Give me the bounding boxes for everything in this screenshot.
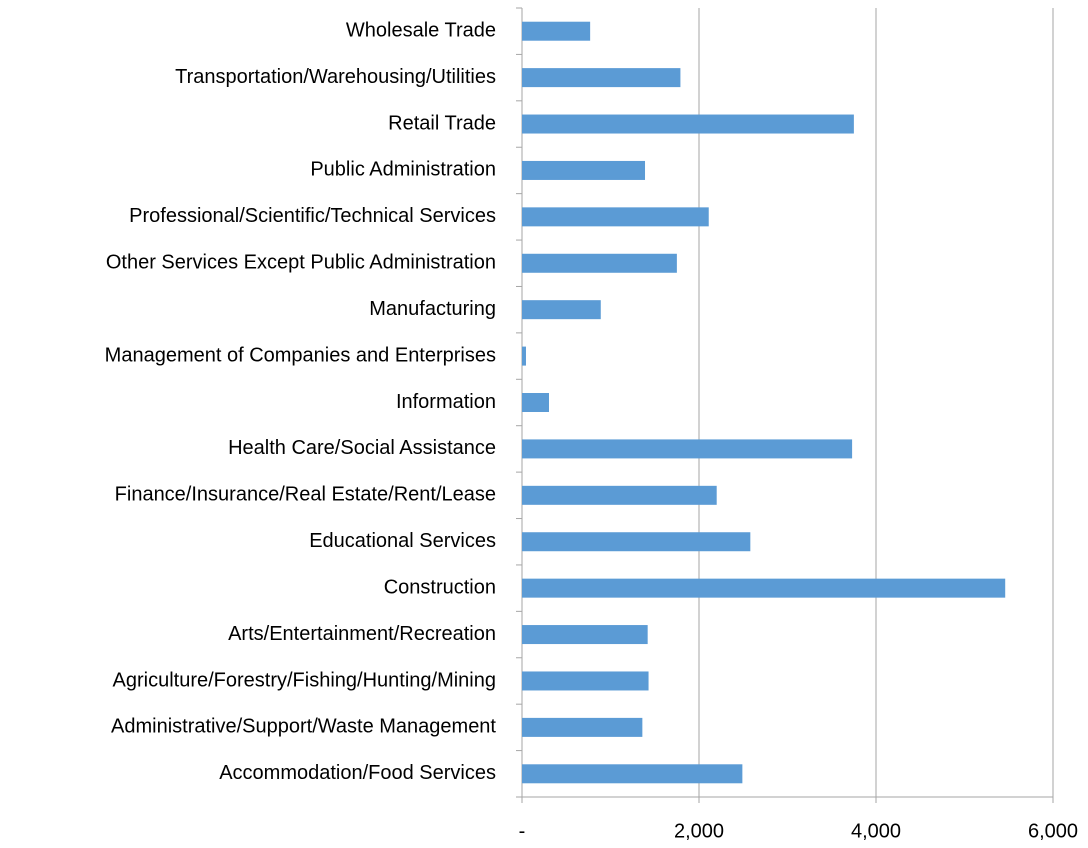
y-tick-label: Retail Trade [388, 112, 496, 134]
x-tick-label: - [519, 820, 526, 842]
y-tick-label: Educational Services [309, 530, 496, 552]
y-tick-label: Transportation/Warehousing/Utilities [175, 66, 496, 88]
bar [522, 485, 717, 505]
bar [522, 671, 649, 691]
bar [522, 578, 1006, 598]
y-tick-label: Arts/Entertainment/Recreation [228, 623, 496, 645]
bar [522, 764, 743, 784]
bar [522, 300, 601, 320]
y-tick-label: Information [396, 391, 496, 413]
bar [522, 114, 854, 134]
y-tick-label: Accommodation/Food Services [219, 762, 496, 784]
bar [522, 625, 648, 645]
y-tick-label: Management of Companies and Enterprises [105, 344, 496, 366]
x-tick-label: 4,000 [851, 820, 901, 842]
y-tick-label: Administrative/Support/Waste Management [111, 716, 496, 738]
y-tick-label: Professional/Scientific/Technical Servic… [129, 205, 496, 227]
y-tick-label: Wholesale Trade [346, 19, 496, 41]
y-tick-label: Finance/Insurance/Real Estate/Rent/Lease [115, 484, 496, 506]
y-tick-label: Public Administration [310, 159, 496, 181]
y-tick-label: Agriculture/Forestry/Fishing/Hunting/Min… [113, 669, 497, 691]
bar [522, 439, 853, 459]
bar [522, 160, 646, 180]
bar [522, 253, 677, 273]
bar [522, 207, 709, 227]
x-tick-label: 6,000 [1028, 820, 1078, 842]
bar [522, 346, 526, 366]
x-tick-label: 2,000 [674, 820, 724, 842]
y-tick-label: Manufacturing [369, 298, 496, 320]
y-tick-label: Construction [384, 576, 496, 598]
y-tick-label: Other Services Except Public Administrat… [106, 252, 496, 274]
bar [522, 21, 591, 41]
bar [522, 68, 681, 88]
bar [522, 393, 549, 412]
bar [522, 717, 643, 737]
bar [522, 532, 751, 552]
y-tick-label: Health Care/Social Assistance [228, 437, 496, 459]
